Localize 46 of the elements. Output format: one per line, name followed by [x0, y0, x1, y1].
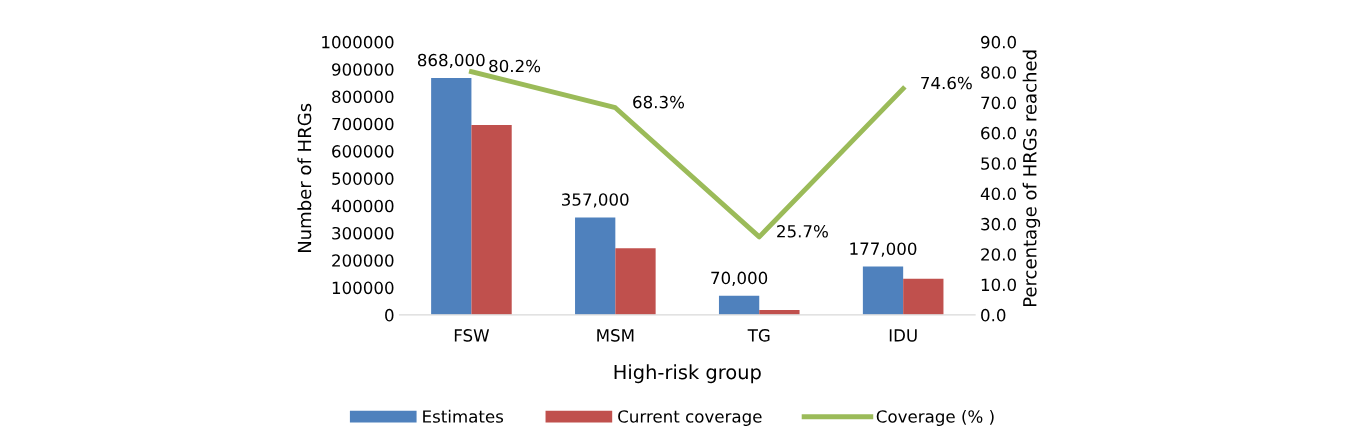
x-tick-label: MSM: [597, 329, 634, 342]
bar: [862, 266, 904, 315]
y-tick-label: 700000: [332, 117, 394, 131]
y2-tick-label: 40.0: [980, 187, 1016, 201]
y2-tick-label: 10.0: [981, 278, 1016, 292]
y2-tick-label: 30.0: [981, 217, 1016, 231]
bar: [471, 124, 512, 315]
bar: [575, 217, 616, 315]
y-tick-label: 500000: [332, 172, 394, 185]
data-label: 74.6%: [921, 76, 972, 90]
bar: [718, 295, 760, 315]
y2-tick-label: 50.0: [981, 157, 1016, 170]
data-label: 357,000: [562, 193, 629, 208]
x-tick-label: FSW: [454, 329, 490, 342]
y-tick-label: 800000: [332, 90, 394, 104]
y-tick-label: 100000: [332, 281, 394, 295]
y2-tick-label: 90.0: [981, 35, 1016, 49]
y2-tick-label: 0.0: [981, 308, 1006, 322]
x-tick-label: TG: [747, 329, 770, 342]
legend-label: Coverage (% ): [876, 409, 994, 426]
y2-tick-label: 60.0: [981, 126, 1016, 140]
y-tick-label: 600000: [332, 145, 394, 158]
y-tick-label: 0: [385, 308, 394, 322]
x-axis-title: High-risk group: [614, 364, 761, 384]
bar: [615, 248, 656, 315]
y2-tick-label: 20.0: [981, 248, 1016, 261]
x-tick-label: IDU: [889, 329, 917, 342]
y-tick-label: 200000: [332, 254, 394, 267]
data-label: 80.2%: [489, 59, 541, 73]
legend-label: Current coverage: [618, 410, 762, 426]
bar: [903, 278, 944, 315]
y-tick-label: 400000: [331, 199, 394, 213]
y2-tick-label: 70.0: [981, 96, 1016, 110]
y-tick-label: 1000000: [322, 35, 394, 49]
y2-tick-label: 80.0: [981, 66, 1016, 79]
data-label: 868,000: [417, 53, 485, 69]
data-label: 177,000: [850, 242, 917, 257]
y-tick-label: 300000: [332, 226, 394, 240]
data-label: 25.7%: [777, 224, 828, 238]
y-tick-label: 900000: [332, 63, 394, 76]
bar: [431, 77, 472, 315]
data-label: 70,000: [711, 271, 768, 286]
data-label: 68.3%: [633, 95, 685, 109]
legend-label: Estimates: [423, 409, 504, 423]
y2-axis-title: Percentage of HRGs reached: [1022, 50, 1041, 307]
y-axis-title: Number of HRGs: [297, 103, 312, 253]
